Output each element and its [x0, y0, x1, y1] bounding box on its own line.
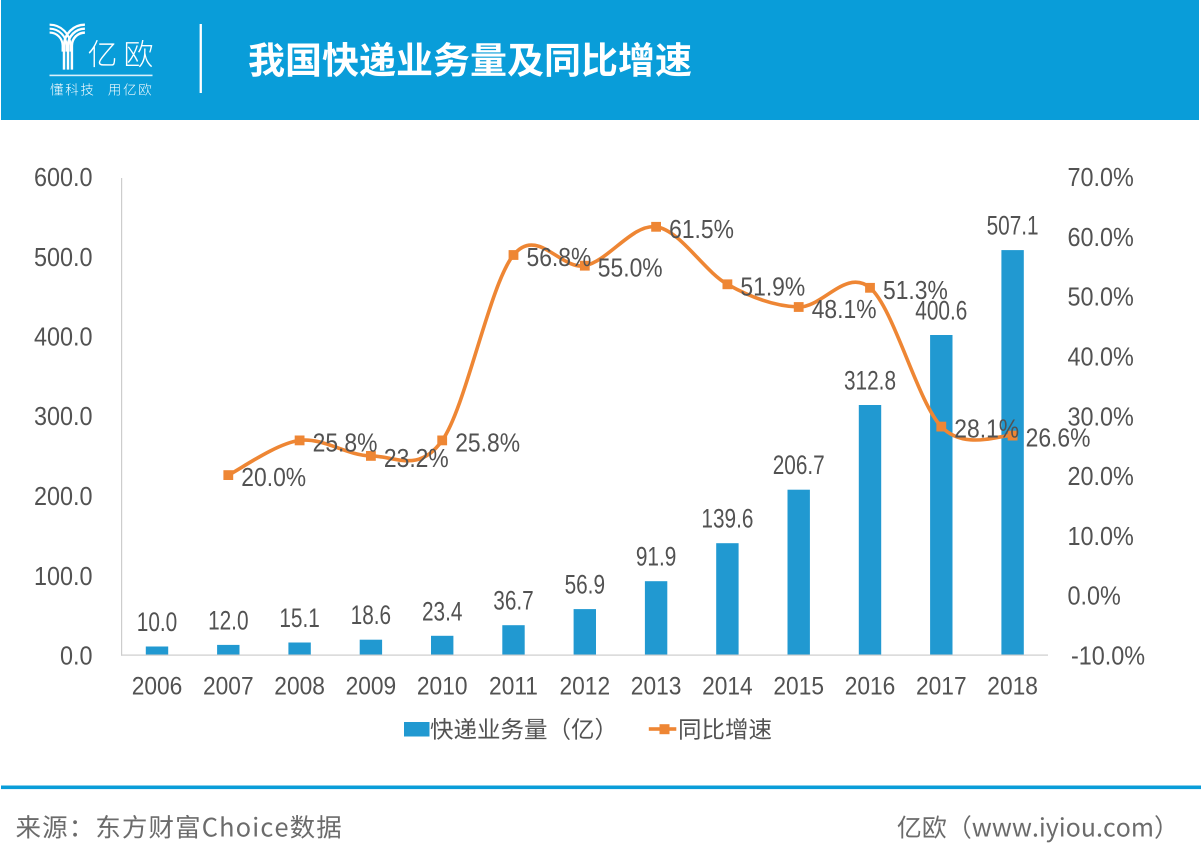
svg-text:10.0%: 10.0%: [1068, 523, 1134, 551]
svg-text:0.0: 0.0: [60, 642, 93, 670]
svg-text:56.9: 56.9: [565, 570, 605, 600]
svg-text:200.0: 200.0: [34, 483, 93, 511]
svg-text:26.6%: 26.6%: [1026, 424, 1091, 453]
svg-text:2007: 2007: [203, 673, 254, 701]
svg-text:23.2%: 23.2%: [384, 445, 449, 474]
svg-text:139.6: 139.6: [701, 504, 753, 534]
svg-text:40.0%: 40.0%: [1068, 343, 1134, 371]
svg-text:2008: 2008: [274, 673, 325, 701]
svg-text:300.0: 300.0: [34, 403, 93, 431]
svg-text:312.8: 312.8: [844, 366, 896, 396]
svg-text:20.0%: 20.0%: [241, 464, 306, 493]
svg-text:61.5%: 61.5%: [669, 216, 734, 245]
svg-text:28.1%: 28.1%: [954, 415, 1019, 444]
svg-text:2016: 2016: [845, 673, 896, 701]
svg-text:30.0%: 30.0%: [1068, 403, 1134, 431]
svg-text:400.0: 400.0: [34, 323, 93, 351]
svg-text:400.6: 400.6: [915, 296, 967, 326]
svg-text:0.0%: 0.0%: [1068, 583, 1121, 611]
svg-text:-10.0%: -10.0%: [1071, 642, 1145, 670]
svg-text:70.0%: 70.0%: [1068, 164, 1134, 192]
svg-text:600.0: 600.0: [34, 164, 93, 192]
svg-text:2012: 2012: [560, 673, 611, 701]
svg-text:55.0%: 55.0%: [598, 254, 663, 283]
svg-text:100.0: 100.0: [34, 563, 93, 591]
svg-text:10.0: 10.0: [137, 607, 177, 637]
svg-text:48.1%: 48.1%: [812, 296, 877, 325]
svg-text:2011: 2011: [489, 673, 538, 701]
svg-text:2018: 2018: [987, 673, 1038, 701]
svg-text:51.3%: 51.3%: [883, 277, 948, 306]
svg-text:23.4: 23.4: [422, 597, 462, 627]
svg-text:2014: 2014: [702, 673, 753, 701]
svg-text:91.9: 91.9: [636, 542, 676, 572]
svg-text:25.8%: 25.8%: [455, 429, 520, 458]
svg-text:206.7: 206.7: [773, 451, 825, 481]
svg-text:51.9%: 51.9%: [740, 273, 805, 302]
svg-text:12.0: 12.0: [208, 606, 248, 636]
svg-text:60.0%: 60.0%: [1068, 224, 1134, 252]
svg-text:25.8%: 25.8%: [313, 429, 378, 458]
svg-text:2013: 2013: [631, 673, 682, 701]
svg-text:2015: 2015: [773, 673, 824, 701]
svg-text:56.8%: 56.8%: [527, 244, 592, 273]
svg-text:507.1: 507.1: [987, 211, 1039, 241]
svg-text:50.0%: 50.0%: [1068, 284, 1134, 312]
svg-text:15.1: 15.1: [279, 603, 319, 633]
svg-text:20.0%: 20.0%: [1068, 463, 1134, 491]
svg-text:2010: 2010: [417, 673, 468, 701]
svg-text:18.6: 18.6: [351, 601, 391, 631]
svg-text:2006: 2006: [132, 673, 183, 701]
svg-text:36.7: 36.7: [493, 586, 533, 616]
svg-text:500.0: 500.0: [34, 244, 93, 272]
svg-text:2017: 2017: [916, 673, 967, 701]
svg-text:2009: 2009: [346, 673, 397, 701]
